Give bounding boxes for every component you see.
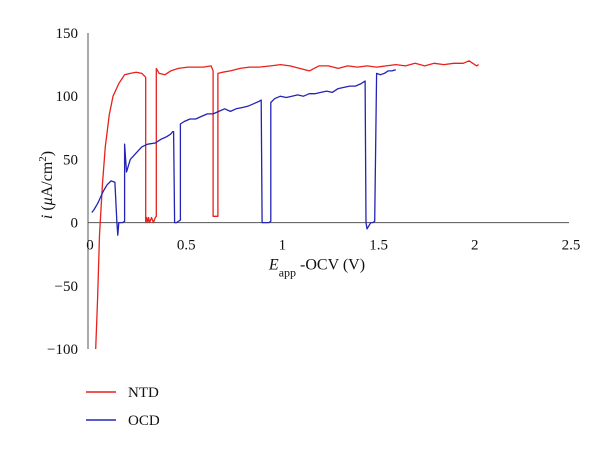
x-tick-labels: 0 0.5 1 1.5 2 2.5: [86, 238, 580, 254]
legend-label-ocd: OCD: [128, 413, 160, 429]
x-axis-label: Eapp -OCV (V): [268, 257, 365, 280]
y-tick-label: 50: [63, 152, 78, 168]
legend-label-ntd: NTD: [128, 385, 159, 401]
y-tick-label: 0: [71, 216, 79, 232]
y-axis-label: i (μA/cm2): [37, 151, 56, 219]
y-tick-label: −50: [55, 279, 78, 295]
y-label-open: (: [39, 205, 56, 214]
y-label-italic: i: [39, 215, 56, 219]
x-tick-label: 0.5: [177, 238, 196, 254]
series-line-ntd: [95, 60, 479, 350]
x-tick-label: 0: [86, 238, 94, 254]
x-tick-label: 2: [471, 238, 479, 254]
legend: NTD OCD: [86, 385, 160, 429]
y-label-mu: μ: [39, 197, 56, 206]
y-tick-labels: −100 −50 0 50 100 150: [47, 26, 78, 358]
y-label-unit: A/cm: [39, 161, 56, 197]
series-layer: [91, 60, 479, 350]
series-line-ocd: [91, 69, 396, 236]
x-label-rest: -OCV (V): [296, 257, 365, 274]
y-tick-label: 100: [56, 89, 79, 105]
x-label-sub: app: [279, 266, 296, 280]
y-label-sup: 2: [37, 156, 49, 162]
x-tick-label: 1.5: [369, 238, 388, 254]
y-label-close: ): [39, 151, 56, 156]
x-tick-label: 1: [279, 238, 287, 254]
x-tick-label: 2.5: [562, 238, 581, 254]
y-tick-label: −100: [47, 342, 78, 358]
axes: [87, 33, 569, 349]
y-tick-label: 150: [56, 26, 79, 42]
x-label-italic: E: [268, 257, 279, 274]
